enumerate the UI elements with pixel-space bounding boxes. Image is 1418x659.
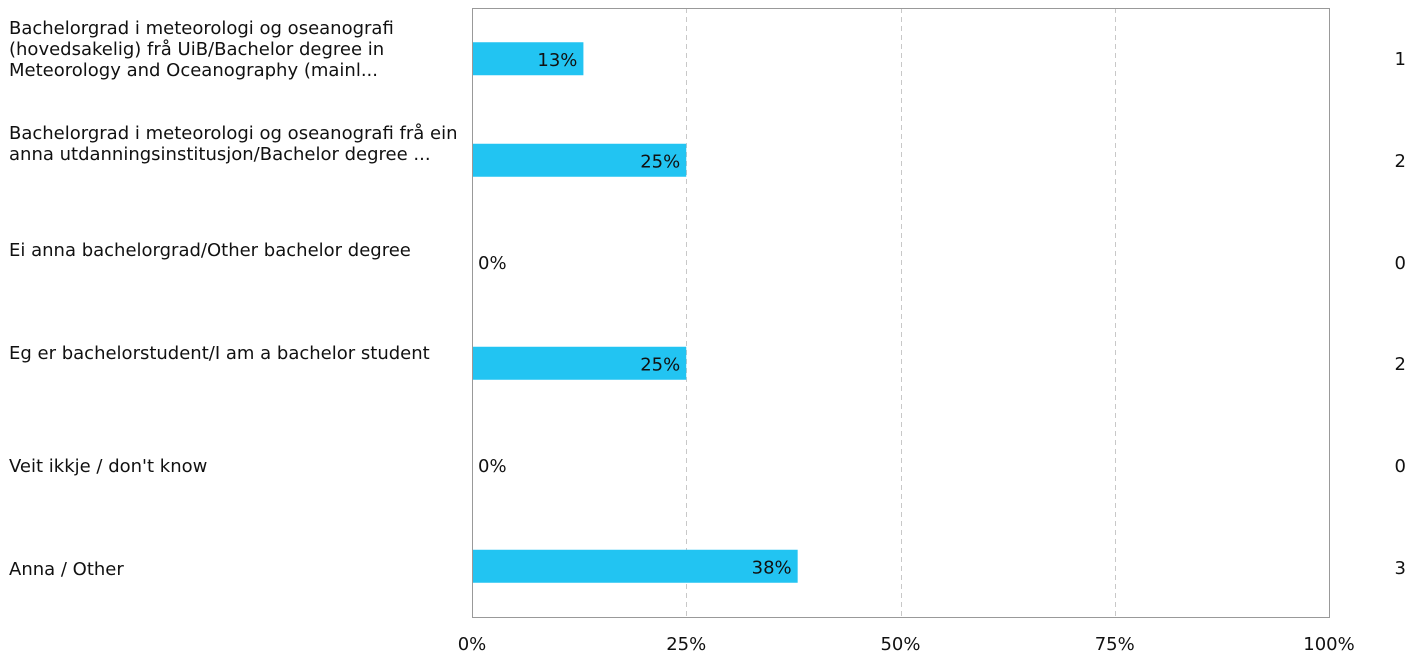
response-count: 0 bbox=[1394, 456, 1406, 477]
value-label: 0% bbox=[478, 253, 507, 274]
bar bbox=[473, 346, 687, 380]
plot-frame bbox=[472, 8, 1330, 618]
category-label: Ei anna bachelorgrad/Other bachelor degr… bbox=[9, 240, 411, 261]
category-label: Anna / Other bbox=[9, 559, 124, 580]
response-count: 2 bbox=[1394, 151, 1406, 172]
x-tick-label: 0% bbox=[458, 634, 487, 655]
category-label: Bachelorgrad i meteorologi og oseanograf… bbox=[9, 18, 394, 81]
response-count: 1 bbox=[1394, 49, 1406, 70]
category-label: Bachelorgrad i meteorologi og oseanograf… bbox=[9, 123, 458, 165]
bar bbox=[473, 143, 687, 177]
value-label: 38% bbox=[752, 557, 792, 578]
bar bbox=[473, 42, 584, 76]
x-tick-label: 25% bbox=[666, 634, 706, 655]
category-label: Veit ikkje / don't know bbox=[9, 456, 208, 477]
value-label: 0% bbox=[478, 456, 507, 477]
value-label: 13% bbox=[537, 50, 577, 71]
x-tick-label: 100% bbox=[1303, 634, 1354, 655]
response-count: 3 bbox=[1394, 558, 1406, 579]
category-label: Eg er bachelorstudent/I am a bachelor st… bbox=[9, 343, 430, 364]
x-tick-label: 75% bbox=[1095, 634, 1135, 655]
response-count: 2 bbox=[1394, 354, 1406, 375]
value-label: 25% bbox=[640, 354, 680, 375]
response-count: 0 bbox=[1394, 253, 1406, 274]
x-tick-label: 50% bbox=[880, 634, 920, 655]
value-label: 25% bbox=[640, 151, 680, 172]
bar bbox=[473, 549, 798, 583]
